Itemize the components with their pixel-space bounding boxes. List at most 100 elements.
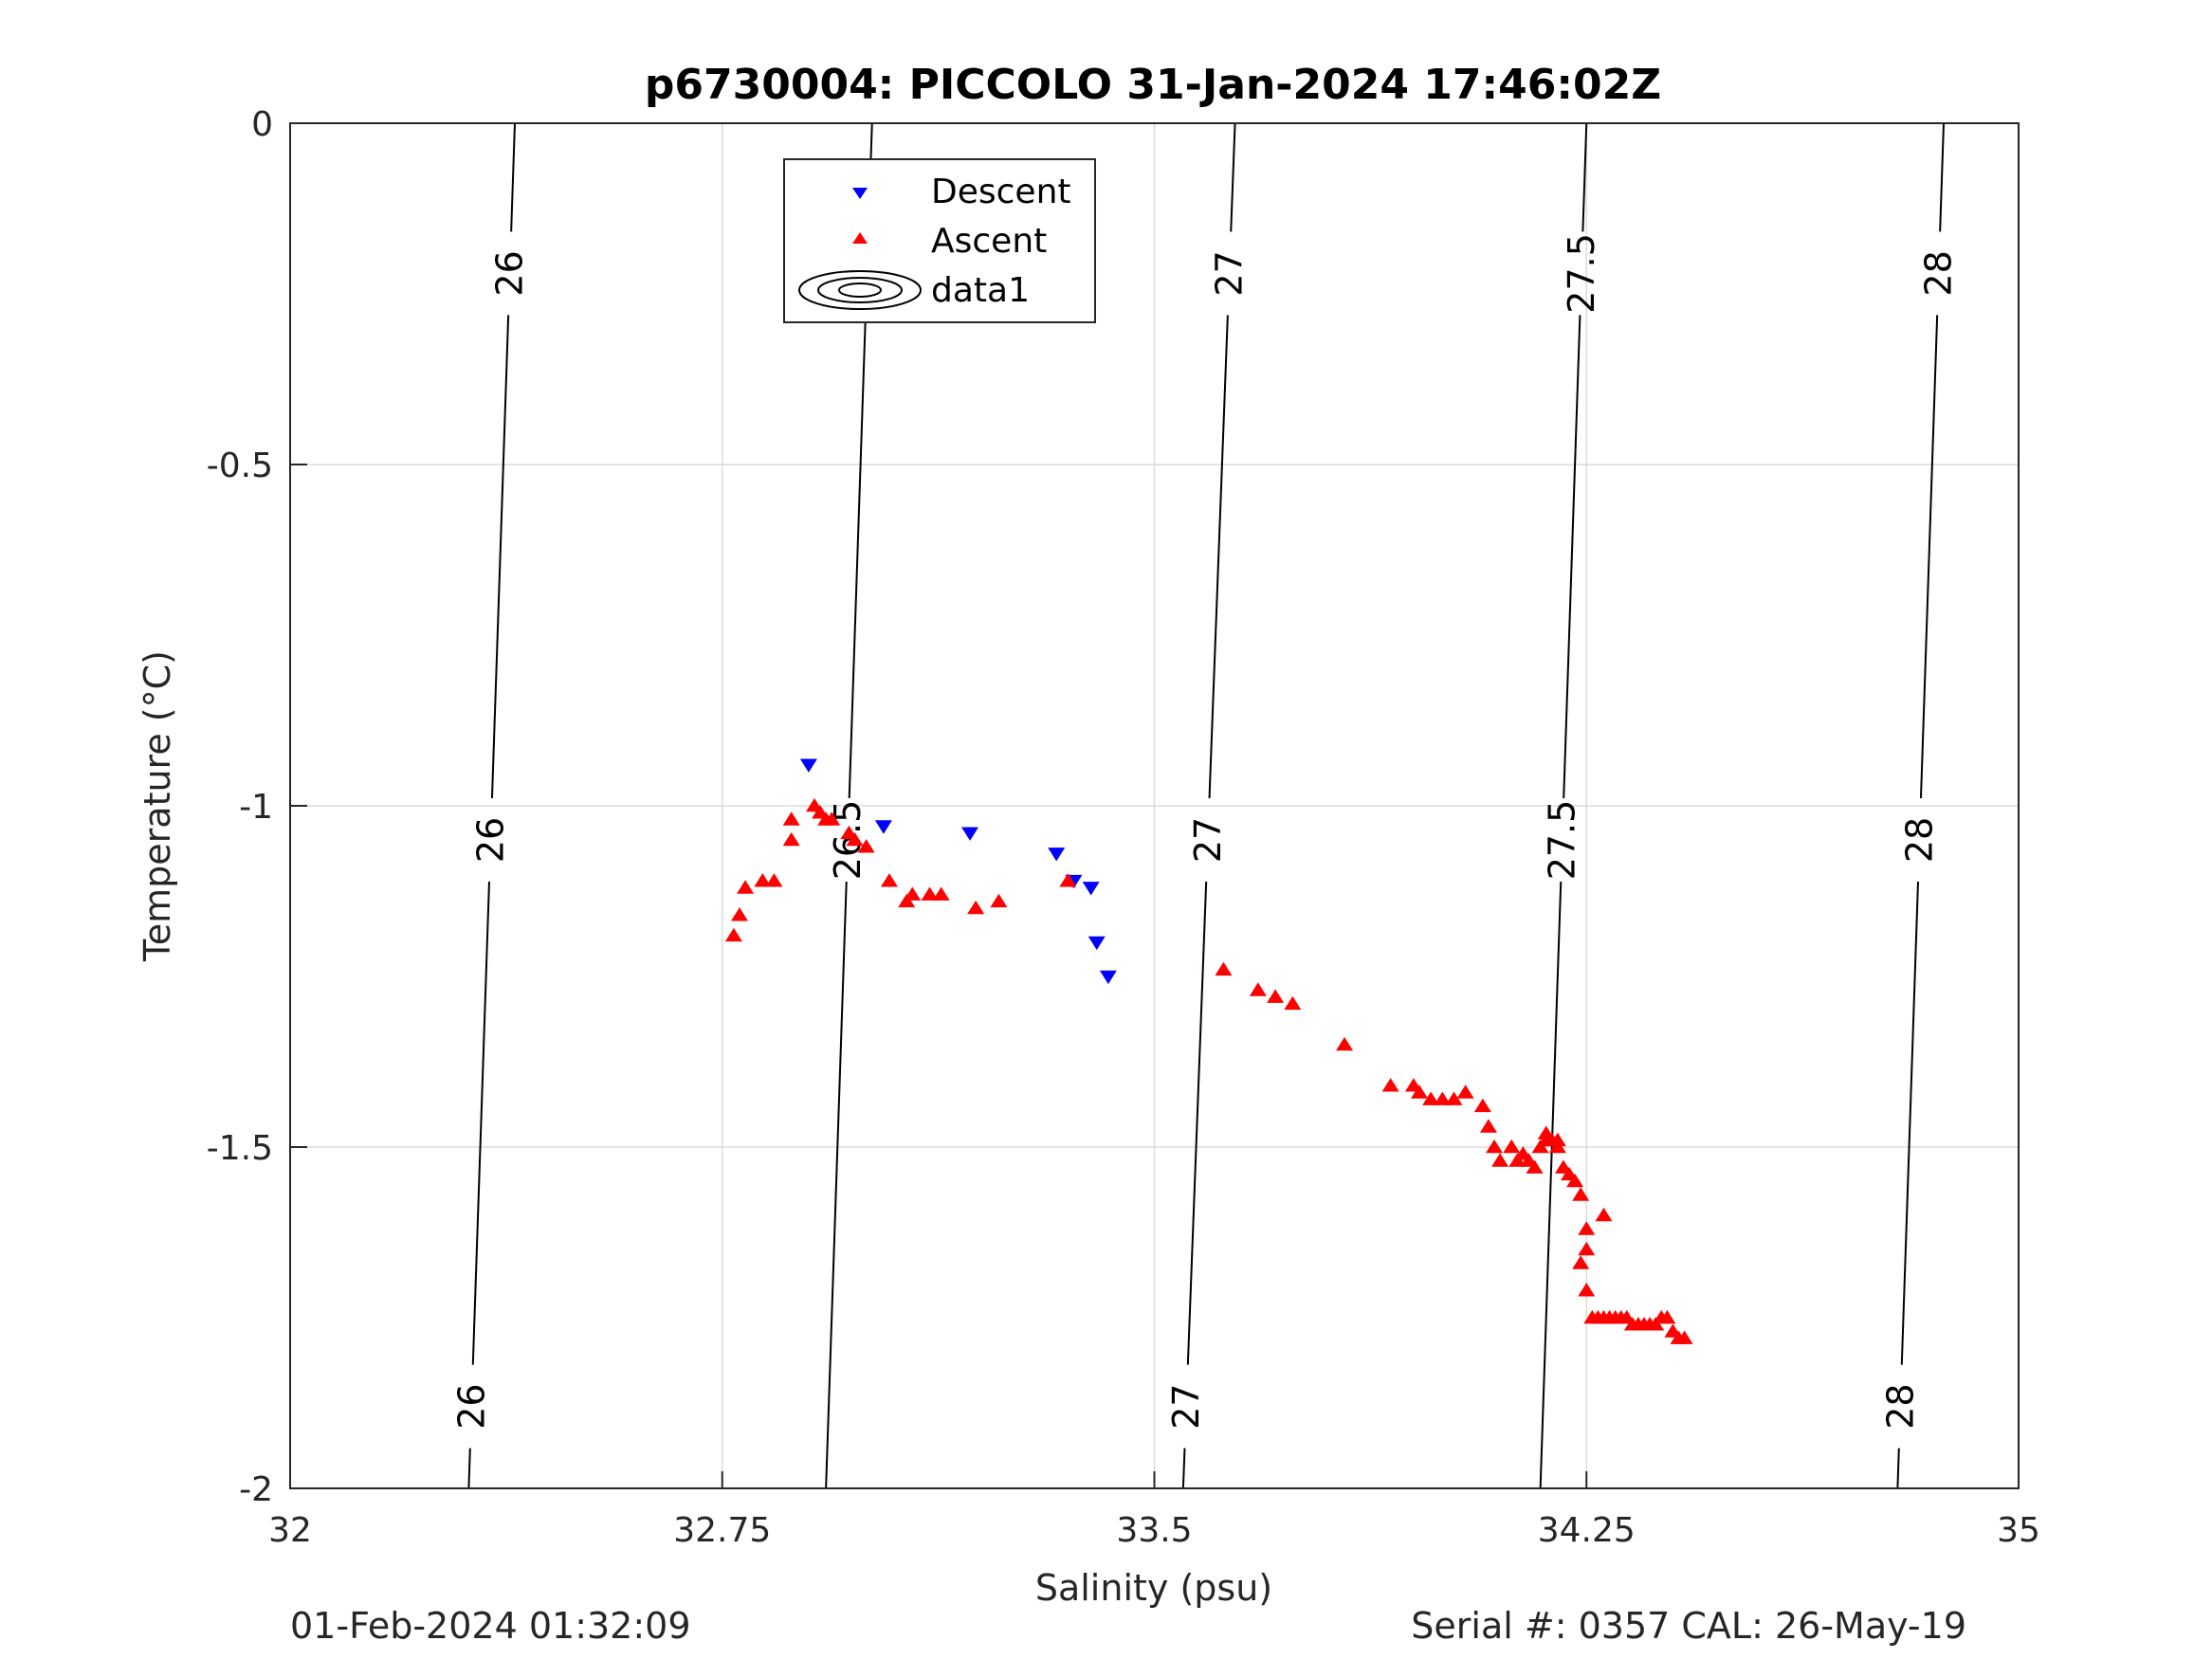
y-axis-label: Temperature (°C) [137, 650, 178, 962]
ascent-point [1479, 1119, 1497, 1133]
x-tick-label: 32.75 [673, 1511, 771, 1550]
contour-line-26 [490, 315, 510, 799]
ascent-point [1572, 1255, 1590, 1269]
y-tick-label: -1 [239, 788, 273, 827]
ascent-point [1572, 1187, 1590, 1201]
descent-point [1088, 936, 1106, 951]
contour-label-27: 27 [1209, 250, 1251, 296]
contour-line-28 [1896, 1448, 1900, 1489]
ascent-point [904, 886, 922, 901]
ascent-point [932, 886, 950, 901]
contour-line-28 [1939, 122, 1946, 232]
y-tick-label: -0.5 [207, 447, 273, 485]
ascent-point [1578, 1221, 1596, 1235]
ascent-point [921, 886, 939, 901]
ascent-point [1411, 1085, 1429, 1099]
ascent-point [1578, 1283, 1596, 1297]
legend-ascent-label: Ascent [931, 222, 1047, 261]
ascent-point [1284, 995, 1302, 1011]
contour-line-26 [510, 122, 516, 232]
ascent-point [1658, 1309, 1676, 1324]
contour-label-27: 27 [1187, 817, 1229, 863]
x-tick-label: 35 [1997, 1511, 2040, 1550]
ascent-point [1548, 1139, 1566, 1154]
ascent-point [1267, 989, 1285, 1003]
descent-point [874, 820, 892, 834]
legend-box [783, 158, 1096, 323]
legend: Descent Ascent data1 [783, 158, 1096, 323]
contour-line-27 [1186, 881, 1208, 1365]
ascent-point [990, 893, 1008, 908]
x-tick-label: 33.5 [1116, 1511, 1192, 1550]
contour-line-28 [1919, 315, 1939, 799]
contour-label-27: 27 [1165, 1383, 1207, 1429]
contour-line-27 [1181, 1448, 1186, 1489]
contour-line-28 [1900, 881, 1919, 1365]
ascent-point [730, 907, 748, 921]
ascent-point [1473, 1098, 1491, 1113]
ascent-point [1491, 1153, 1509, 1167]
ascent-point [1526, 1159, 1544, 1174]
ascent-point [765, 873, 783, 887]
descent-point [1048, 848, 1066, 862]
legend-contour-icon [798, 270, 922, 310]
ascent-point [1578, 1241, 1596, 1256]
contour-line-26.5 [848, 315, 867, 799]
contour-label-28: 28 [1898, 817, 1940, 863]
ascent-point [1486, 1139, 1504, 1154]
y-tick-label: -1.5 [207, 1129, 273, 1168]
contour-line-27 [1230, 122, 1236, 232]
legend-ascent-marker [852, 232, 868, 244]
chart-title: p6730004: PICCOLO 31-Jan-2024 17:46:02Z [645, 61, 1661, 109]
contour-label-26: 26 [450, 1383, 492, 1429]
y-tick-label: 0 [251, 105, 273, 144]
ascent-point [1445, 1091, 1463, 1105]
legend-data1-label: data1 [931, 271, 1030, 310]
footer-serial-cal: Serial #: 0357 CAL: 26-May-19 [1411, 1605, 1966, 1647]
ascent-point [1422, 1091, 1440, 1105]
ascent-point [1531, 1139, 1549, 1154]
ascent-point [782, 831, 800, 847]
x-tick-label: 32 [268, 1511, 312, 1550]
ascent-point [823, 811, 841, 826]
contour-line-27.5 [1563, 315, 1581, 799]
ascent-point [1336, 1036, 1354, 1051]
ascent-point [967, 900, 985, 915]
descent-point [799, 758, 817, 773]
contour-line-27 [1208, 315, 1229, 799]
descent-point [1082, 882, 1100, 896]
ascent-point [1456, 1085, 1474, 1099]
ascent-point [1381, 1078, 1399, 1092]
ascent-point [1566, 1173, 1584, 1188]
x-tick-label: 34.25 [1538, 1511, 1636, 1550]
contour-line-26.5 [825, 881, 848, 1489]
contour-line-26 [471, 881, 490, 1365]
contour-label-28: 28 [1879, 1383, 1921, 1429]
contour-label-27.5: 27.5 [1542, 800, 1583, 881]
ascent-point [1595, 1207, 1613, 1222]
legend-descent-marker [852, 188, 868, 199]
ascent-point [846, 831, 864, 847]
ascent-point [782, 811, 800, 826]
contour-label-27.5: 27.5 [1561, 233, 1602, 314]
contour-line-27.5 [1581, 122, 1588, 232]
ascent-point [1059, 873, 1077, 887]
descent-point [1099, 970, 1117, 985]
ascent-point [880, 873, 898, 887]
ascent-point [1503, 1139, 1521, 1154]
x-axis-label: Salinity (psu) [1035, 1567, 1272, 1609]
ascent-point [737, 880, 755, 894]
contour-line-27.5 [1539, 881, 1563, 1489]
legend-descent-label: Descent [931, 173, 1071, 211]
data-points [724, 758, 1693, 1344]
grid-lines [290, 123, 2019, 1488]
axis-ticks: 32 32.75 33.5 34.25 35 -2 -1.5 -1 -0.5 0 [207, 105, 2040, 1550]
ascent-point [1249, 982, 1267, 996]
footer-date: 01-Feb-2024 01:32:09 [290, 1605, 691, 1647]
ascent-point [1548, 1132, 1566, 1147]
ascent-point [724, 927, 742, 942]
y-tick-label: -2 [239, 1470, 273, 1509]
contour-label-26: 26 [489, 250, 531, 296]
contour-label-26.5: 26.5 [827, 800, 868, 881]
contour-label-26: 26 [469, 817, 511, 863]
